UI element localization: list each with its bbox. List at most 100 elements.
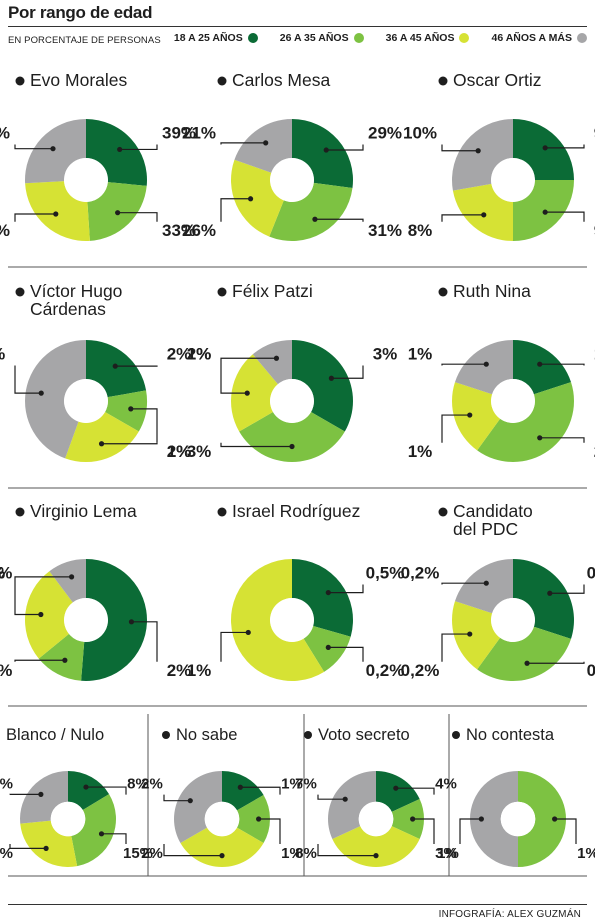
legend-swatch: [459, 33, 470, 43]
donut-hole: [491, 158, 535, 202]
leader-line: [9, 844, 47, 849]
title-bullet: [15, 287, 25, 297]
legend-item-46-mas: 46 AÑOS A MÁS: [491, 32, 587, 44]
title-bullet: [438, 76, 448, 86]
leader-line: [331, 365, 364, 379]
data-label: 2%: [141, 776, 163, 793]
leader-line: [14, 659, 65, 662]
data-label: 31%: [368, 221, 402, 240]
donut-slice: [49, 558, 86, 603]
donut-slice: [292, 119, 353, 189]
leader-line: [220, 365, 248, 394]
leader-dot: [50, 146, 56, 152]
donut-slice: [25, 119, 86, 184]
leader-line: [441, 633, 470, 662]
donut-panel: Virginio Lema 2% 0,5% 1%0,4%: [0, 501, 191, 681]
donut-slice: [452, 382, 501, 451]
leader-line: [101, 833, 127, 844]
donut-slice: [105, 390, 147, 432]
data-label: 1%: [281, 845, 303, 862]
footer-rule: [8, 904, 587, 905]
donut-slice: [252, 340, 292, 385]
donut-slice: [65, 411, 139, 462]
donut-hole: [270, 379, 314, 423]
data-label: 1%: [408, 344, 433, 363]
legend-label: 36 A 45 AÑOS: [385, 32, 455, 44]
donut-slice: [292, 340, 353, 432]
data-label: 33%: [162, 221, 196, 240]
data-label: 8%: [408, 221, 433, 240]
donut-hole: [270, 598, 314, 642]
leader-line: [441, 363, 487, 366]
leader-line: [101, 442, 158, 445]
leader-line: [258, 818, 281, 844]
data-label: 37%: [0, 221, 10, 240]
donut-slice: [68, 771, 110, 811]
data-label: 39%: [162, 123, 196, 142]
donut-hole: [491, 598, 535, 642]
data-label: 2%: [167, 344, 192, 363]
leader-line: [14, 144, 53, 150]
leader-line: [441, 144, 479, 152]
donut-hole: [64, 379, 108, 423]
leader-line: [545, 211, 585, 222]
data-label: 21%: [182, 123, 216, 142]
data-label: 13%: [0, 845, 13, 862]
data-label: 2%: [187, 344, 212, 363]
donut-slice: [376, 771, 420, 812]
donut-title: Carlos Mesa: [232, 70, 330, 90]
title-bullet: [15, 507, 25, 517]
donut-slice: [269, 182, 353, 241]
leader-line: [220, 357, 277, 366]
leader-line: [115, 365, 158, 367]
donut-hole: [50, 801, 86, 837]
title-bullet: [438, 507, 448, 517]
leader-line: [549, 584, 585, 594]
data-label: 2%: [167, 661, 192, 680]
legend-swatch: [247, 33, 258, 43]
donut-hole: [500, 801, 536, 837]
donut-slice: [327, 771, 376, 839]
donut-slice: [180, 827, 264, 867]
donut-slice: [236, 795, 270, 843]
leader-line: [328, 584, 364, 594]
title-bullet: [217, 507, 227, 517]
donut-slice: [71, 794, 117, 867]
donut-slice: [174, 771, 222, 843]
data-label: 2%: [141, 845, 163, 862]
data-label: 1%: [594, 344, 595, 363]
donut-slice: [451, 601, 501, 670]
leader-dot: [53, 211, 59, 217]
donut-slice: [470, 771, 518, 867]
data-label: 7%: [295, 776, 317, 793]
donut-slice: [38, 633, 85, 681]
donut-panel: Voto secreto 4% 3% 8% 7%: [295, 726, 457, 868]
data-label: 10%: [403, 123, 437, 142]
donut-slice: [477, 626, 572, 681]
leader-line: [459, 818, 482, 844]
data-label: 0,3%: [587, 661, 595, 680]
data-label: 2%: [167, 442, 192, 461]
leader-dot: [43, 845, 49, 851]
leader-line: [314, 218, 364, 222]
donut-title: No sabe: [176, 726, 237, 744]
leader-line: [412, 818, 435, 844]
donut-hole: [64, 598, 108, 642]
donut-slice: [231, 558, 325, 681]
title-bullet: [304, 731, 312, 739]
legend-label: 18 A 25 AÑOS: [173, 32, 243, 44]
leader-line: [317, 794, 346, 800]
leader-line: [85, 786, 127, 795]
data-label: 4%: [0, 344, 5, 363]
donut-slice: [454, 559, 513, 614]
data-label: 0,5%: [0, 661, 12, 680]
data-label: 13%: [0, 776, 13, 793]
leader-line: [131, 621, 158, 662]
leader-line: [220, 631, 249, 662]
leader-line: [441, 414, 470, 443]
donut-title: No contesta: [466, 726, 555, 744]
data-label: 1%: [437, 845, 459, 862]
donut-title: Virginio Lema: [30, 501, 137, 521]
